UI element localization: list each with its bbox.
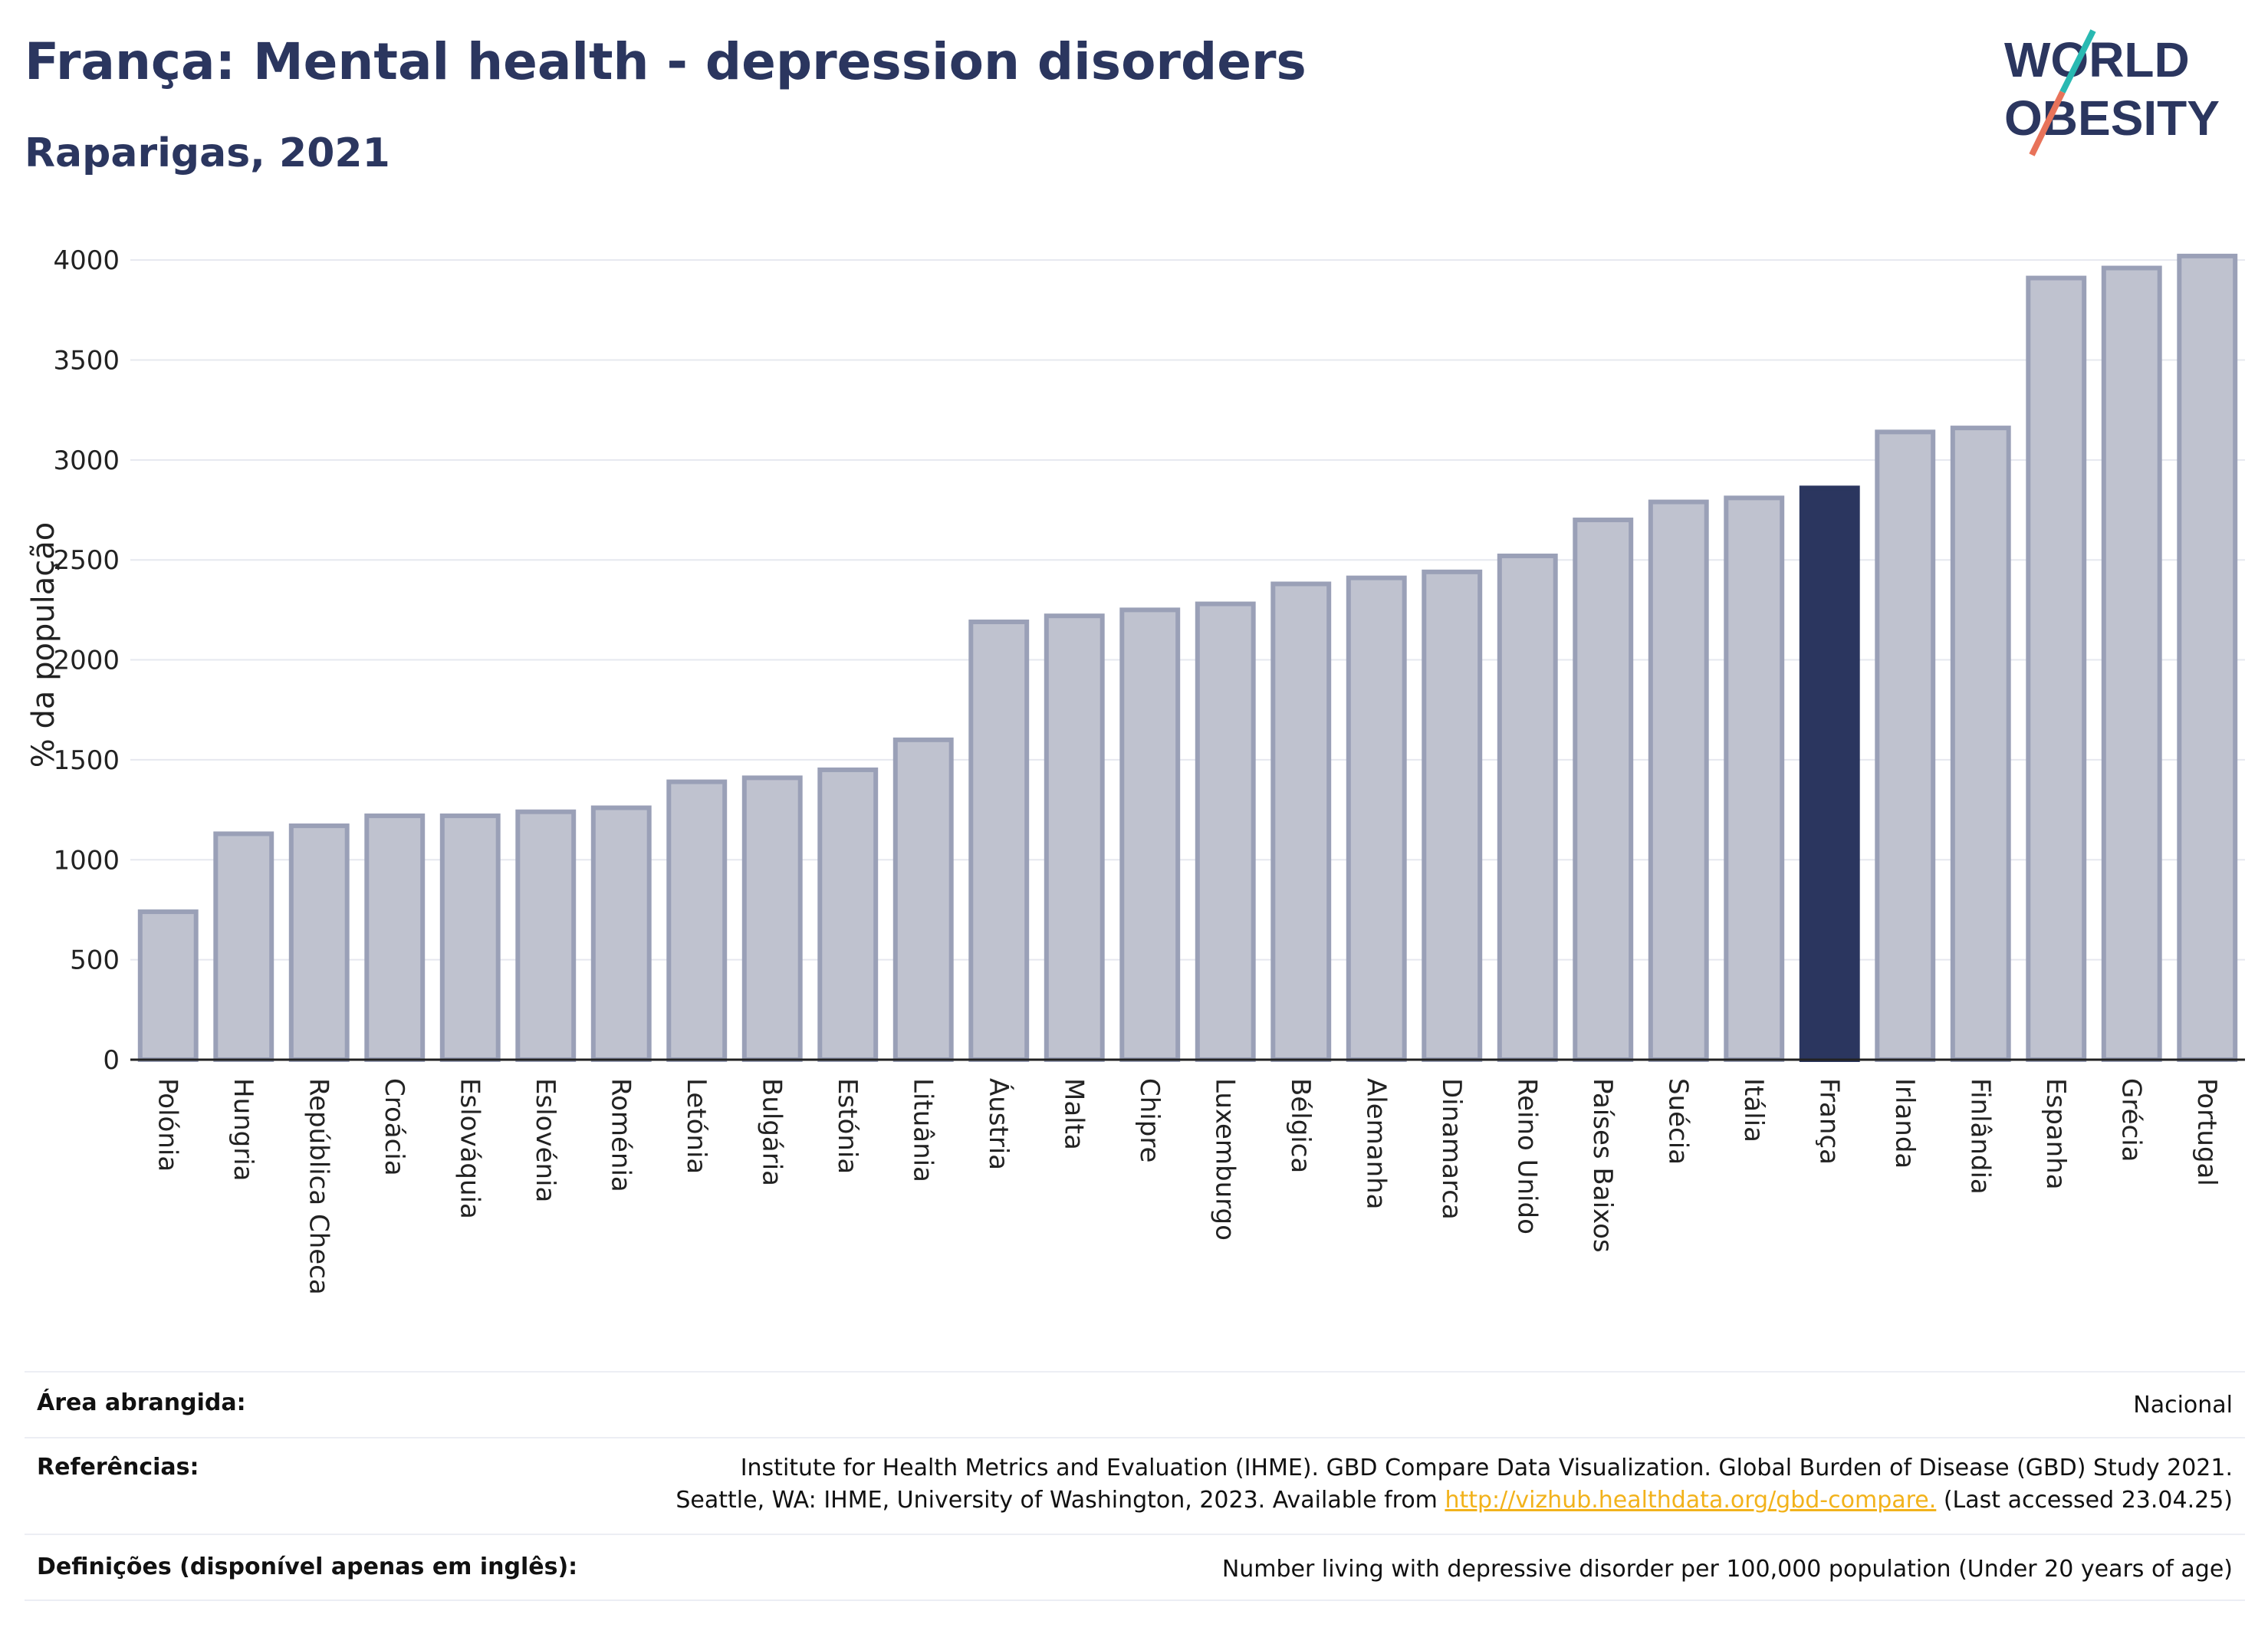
y-tick-label: 500 — [70, 945, 120, 976]
logo-line1: WORLD — [2004, 32, 2190, 87]
x-tick-label: Hungria — [228, 1078, 258, 1182]
x-tick-label: Áustria — [983, 1078, 1014, 1170]
bar-Grécia — [2101, 265, 2162, 1062]
references-link[interactable]: http://vizhub.healthdata.org/gbd-compare… — [1445, 1487, 1937, 1514]
area-label: Área abrangida: — [37, 1389, 246, 1416]
bar-Países Baixos — [1573, 518, 1634, 1062]
bar-Eslováquia — [439, 813, 501, 1063]
chart-title: França: Mental health - depression disor… — [25, 32, 1307, 91]
x-tick-label: Lituânia — [907, 1078, 938, 1182]
references-label: Referências: — [37, 1454, 199, 1481]
x-tick-label: Eslováquia — [454, 1078, 485, 1219]
bar-Polónia — [137, 909, 199, 1062]
x-tick-label: Irlanda — [1889, 1078, 1920, 1169]
footer-references-row: Referências: Institute for Health Metric… — [25, 1437, 2245, 1534]
x-tick-label: Eslovénia — [530, 1078, 560, 1202]
chart-subtitle: Raparigas, 2021 — [25, 130, 390, 176]
y-axis-ticks: 0 500 1000 1500 2000 2500 3000 3500 4000 — [53, 245, 120, 1076]
bar-Finlândia — [1950, 426, 2011, 1062]
footer: Área abrangida: Nacional Referências: In… — [25, 1371, 2245, 1601]
x-tick-label: Chipre — [1134, 1078, 1165, 1162]
y-tick-label: 0 — [103, 1045, 120, 1076]
area-value: Nacional — [2133, 1392, 2233, 1419]
x-tick-label: França — [1813, 1078, 1844, 1165]
bar-Espanha — [2026, 275, 2087, 1062]
x-tick-label: Malta — [1058, 1078, 1089, 1150]
y-axis-label: % da população — [26, 522, 61, 768]
bar-Hungria — [213, 831, 274, 1063]
x-tick-label: Dinamarca — [1436, 1078, 1467, 1220]
references-line1: Institute for Health Metrics and Evaluat… — [740, 1455, 2233, 1481]
footer-definitions-row: Definições (disponível apenas em inglês)… — [25, 1534, 2245, 1601]
bar-Dinamarca — [1422, 569, 1483, 1062]
bar-chart: 0 500 1000 1500 2000 2500 3000 3500 4000 Polónia… — [26, 245, 2245, 1295]
y-tick-label: 2500 — [53, 545, 120, 576]
x-axis-ticks: Polónia Hungria República Checa Croácia Eslo… — [152, 1078, 2222, 1295]
x-tick-label: Países Baixos — [1587, 1078, 1618, 1253]
bar-Portugal — [2177, 253, 2238, 1063]
bar-Roménia — [590, 805, 652, 1062]
x-tick-label: Portugal — [2191, 1078, 2222, 1186]
references-line2: Seattle, WA: IHME, University of Washing… — [25, 1484, 2233, 1517]
x-tick-label: Itália — [1738, 1078, 1769, 1142]
bar-Eslovénia — [515, 809, 577, 1062]
x-tick-label: Finlândia — [1964, 1078, 1995, 1195]
bar-República Checa — [288, 823, 350, 1062]
x-tick-label: Alemanha — [1360, 1078, 1391, 1210]
x-tick-label: Luxemburgo — [1209, 1078, 1240, 1241]
bar-Malta — [1044, 613, 1105, 1062]
bar-Croácia — [364, 813, 426, 1063]
x-tick-label: Roménia — [605, 1078, 636, 1192]
bar-Bulgária — [741, 775, 803, 1062]
definitions-value: Number living with depressive disorder p… — [1221, 1556, 2233, 1583]
y-tick-label: 3000 — [53, 445, 120, 476]
bar-Alemanha — [1346, 575, 1407, 1062]
bar-Lituânia — [892, 737, 954, 1062]
bar-Estónia — [817, 767, 879, 1062]
bar-França — [1799, 485, 1860, 1062]
x-tick-label: Croácia — [379, 1078, 409, 1176]
bar-Itália — [1724, 495, 1785, 1062]
bar-Luxemburgo — [1195, 601, 1256, 1062]
world-obesity-logo: WORLD OBESITY — [2004, 29, 2220, 156]
x-tick-label: República Checa — [303, 1078, 334, 1295]
x-tick-label: Estónia — [832, 1078, 863, 1174]
bar-Letónia — [666, 779, 728, 1062]
definitions-label: Definições (disponível apenas em inglês)… — [37, 1553, 578, 1580]
x-tick-label: Letónia — [681, 1078, 712, 1174]
x-tick-label: Reino Unido — [1511, 1078, 1542, 1235]
x-tick-label: Suécia — [1662, 1078, 1693, 1165]
x-tick-label: Espanha — [2040, 1078, 2071, 1190]
bar-Irlanda — [1875, 429, 1936, 1062]
x-tick-label: Grécia — [2115, 1078, 2146, 1162]
y-tick-label: 2000 — [53, 646, 120, 676]
logo-slash-orange — [2029, 90, 2066, 156]
y-tick-label: 4000 — [53, 245, 120, 276]
bar-Suécia — [1648, 499, 1709, 1062]
footer-area-row: Área abrangida: Nacional — [25, 1371, 2245, 1437]
bar-Reino Unido — [1497, 553, 1558, 1062]
bar-Bélgica — [1270, 581, 1332, 1062]
y-tick-label: 1000 — [53, 845, 120, 876]
references-line2-pre: Seattle, WA: IHME, University of Washing… — [675, 1487, 1445, 1514]
x-tick-label: Bulgária — [756, 1078, 787, 1186]
bar-Áustria — [968, 620, 1030, 1062]
bars — [137, 253, 2238, 1063]
logo-slash-teal — [2059, 29, 2096, 94]
bar-Chipre — [1119, 607, 1181, 1062]
y-tick-label: 1500 — [53, 745, 120, 776]
references-line2-post: (Last accessed 23.04.25) — [1936, 1487, 2233, 1514]
x-tick-label: Bélgica — [1285, 1078, 1316, 1173]
x-tick-label: Polónia — [152, 1078, 182, 1172]
y-tick-label: 3500 — [53, 345, 120, 376]
